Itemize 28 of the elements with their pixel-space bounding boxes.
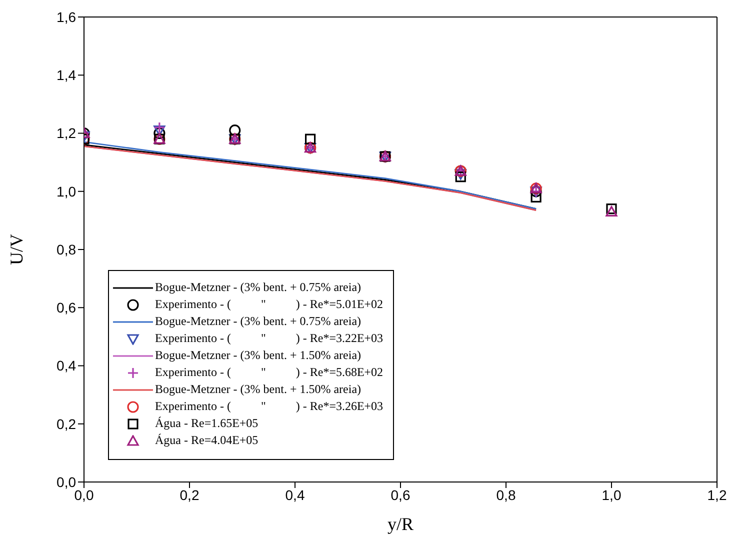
y-tick-label: 1,0 <box>56 183 76 200</box>
legend-label: Experimento - ( " ) - Re*=3.22E+03 <box>155 330 384 347</box>
legend-label: Experimento - ( " ) - Re*=5.68E+02 <box>155 364 384 381</box>
legend-label: Experimento - ( " ) - Re*=5.01E+02 <box>155 296 384 313</box>
legend-label: Água - Re=4.04E+05 <box>155 432 258 449</box>
x-axis-title: y/R <box>387 514 414 534</box>
y-tick-label: 0,2 <box>56 416 76 432</box>
y-tick-label: 1,2 <box>56 125 76 142</box>
legend-label: Bogue-Metzner - (3% bent. + 1.50% areia) <box>155 381 362 398</box>
x-tick-label: 0,0 <box>74 486 94 503</box>
y-tick-label: 1,4 <box>56 67 76 84</box>
x-tick-label: 0,8 <box>496 486 516 503</box>
y-tick-label: 0,0 <box>56 474 76 490</box>
y-tick-label: 0,6 <box>56 300 76 316</box>
legend-label: Bogue-Metzner - (3% bent. + 0.75% areia) <box>155 313 362 330</box>
legend-label: Bogue-Metzner - (3% bent. + 1.50% areia) <box>155 347 362 364</box>
x-tick-label: 0,2 <box>180 486 200 503</box>
y-tick-label: 0,4 <box>56 358 76 374</box>
x-tick-label: 1,2 <box>707 486 727 503</box>
legend-label: Água - Re=1.65E+05 <box>155 415 258 432</box>
legend-label: Bogue-Metzner - (3% bent. + 0.75% areia) <box>155 279 362 296</box>
x-tick-label: 1,0 <box>602 486 622 503</box>
x-tick-label: 0,4 <box>285 486 305 503</box>
x-tick-label: 0,6 <box>390 486 410 503</box>
y-tick-label: 0,8 <box>56 241 76 258</box>
y-axis-title: U/V <box>6 234 26 265</box>
legend-label: Experimento - ( " ) - Re*=3.26E+03 <box>155 398 384 415</box>
y-tick-label: 1,6 <box>56 8 76 25</box>
